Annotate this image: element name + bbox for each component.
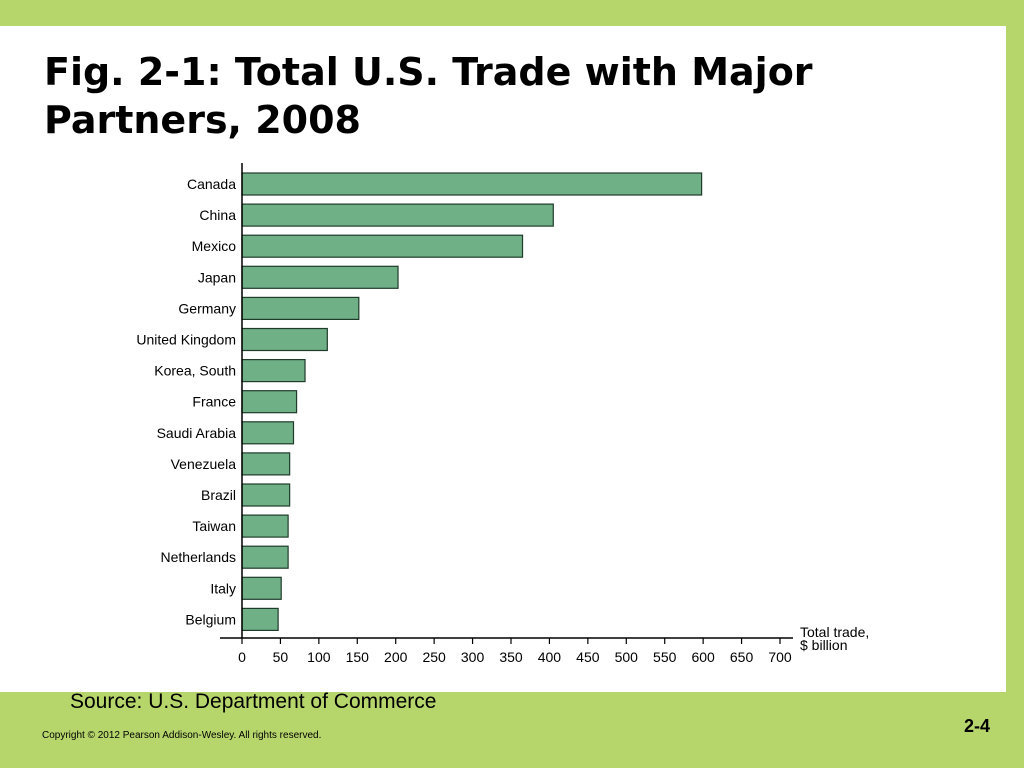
x-tick-label-100: 100 — [307, 649, 331, 665]
x-tick-label-550: 550 — [653, 649, 677, 665]
x-tick-label-600: 600 — [691, 649, 715, 665]
category-label-taiwan: Taiwan — [192, 518, 236, 534]
x-axis-ticks: 0 50 100 150 200 250 300 350 400 450 500 550 600 650 7… — [238, 638, 792, 665]
category-label-brazil: Brazil — [201, 487, 236, 503]
x-axis-label-line-1: Total trade, — [800, 624, 869, 640]
category-label-france: France — [192, 394, 236, 410]
category-label-italy: Italy — [210, 580, 236, 596]
bar-germany — [241, 296, 360, 320]
bar-united-kingdom — [241, 327, 328, 352]
category-label-germany: Germany — [178, 300, 236, 316]
bar-saudi-arabia — [241, 421, 295, 445]
category-label-venezuela: Venezuela — [171, 456, 237, 472]
category-label-china: China — [199, 207, 236, 223]
bars-layer — [241, 172, 703, 632]
bar-italy — [241, 576, 282, 600]
source-note: Source: U.S. Department of Commerce — [70, 690, 437, 713]
x-tick-label-700: 700 — [768, 649, 792, 665]
x-tick-label-50: 50 — [273, 649, 289, 665]
copyright-notice: Copyright © 2012 Pearson Addison-Wesley.… — [42, 730, 322, 741]
category-label-canada: Canada — [187, 176, 236, 192]
category-label-korea-south: Korea, South — [154, 363, 236, 379]
category-labels: Canada China Mexico Japan Germany United King… — [136, 176, 236, 627]
bar-netherlands — [241, 545, 289, 569]
bar-venezuela — [241, 452, 291, 476]
bar-china — [241, 203, 554, 227]
bar-canada — [241, 172, 703, 196]
x-tick-label-0: 0 — [238, 649, 246, 665]
category-label-mexico: Mexico — [192, 238, 237, 254]
bar-brazil — [241, 483, 291, 507]
page-number-box: 2-4 — [922, 692, 1024, 768]
page-number: 2-4 — [963, 716, 990, 736]
x-axis-label-line-2: $ billion — [800, 637, 847, 653]
x-tick-label-500: 500 — [615, 649, 639, 665]
bar-korea-south — [241, 359, 306, 383]
category-label-saudi-arabia: Saudi Arabia — [157, 425, 237, 441]
category-label-belgium: Belgium — [185, 611, 236, 627]
category-label-netherlands: Netherlands — [161, 549, 237, 565]
bar-belgium — [241, 607, 279, 632]
slide-panel — [0, 26, 1006, 692]
category-label-japan: Japan — [198, 269, 236, 285]
x-tick-label-250: 250 — [422, 649, 446, 665]
x-tick-label-650: 650 — [730, 649, 754, 665]
category-label-united-kingdom: United Kingdom — [136, 332, 236, 348]
x-tick-label-300: 300 — [461, 649, 485, 665]
bar-taiwan — [241, 514, 289, 538]
slide-title: Fig. 2-1: Total U.S. Trade with Major Pa… — [44, 50, 813, 142]
x-tick-label-150: 150 — [346, 649, 370, 665]
bar-mexico — [241, 234, 524, 258]
x-tick-label-200: 200 — [384, 649, 408, 665]
x-tick-label-350: 350 — [499, 649, 523, 665]
x-tick-label-400: 400 — [538, 649, 562, 665]
x-tick-label-450: 450 — [576, 649, 600, 665]
bar-japan — [241, 265, 399, 289]
bar-france — [241, 390, 298, 414]
